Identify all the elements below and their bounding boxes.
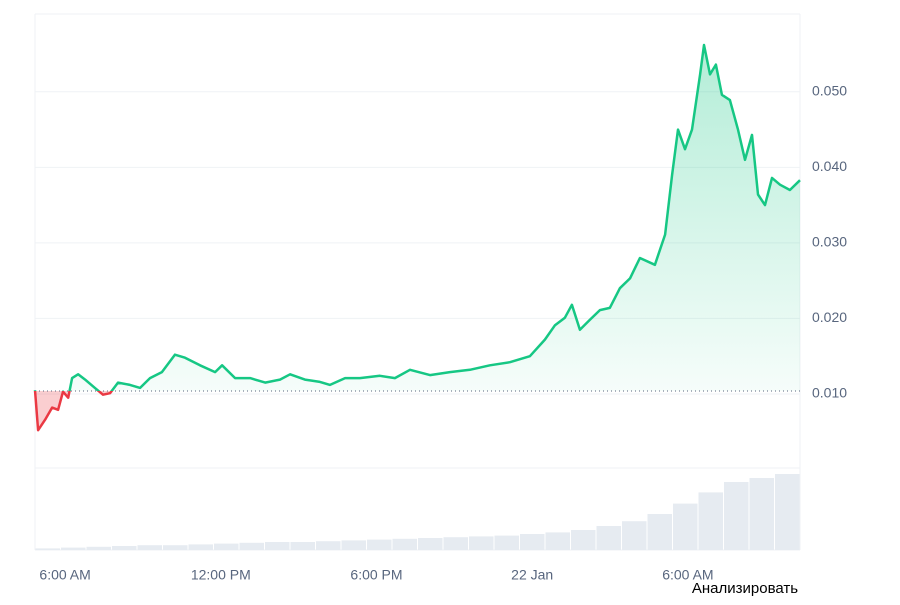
volume-bar xyxy=(749,478,774,550)
x-tick-label: 6:00 PM xyxy=(350,567,402,583)
volume-bar xyxy=(137,545,162,550)
volume-bar xyxy=(392,538,417,550)
volume-bar xyxy=(214,543,239,550)
volume-bar xyxy=(418,538,443,550)
volume-bar xyxy=(622,521,647,550)
volume-bar xyxy=(341,540,366,550)
x-tick-label: 6:00 AM xyxy=(662,567,713,583)
y-tick-label: 0.050 xyxy=(812,83,847,99)
analyze-button[interactable]: Анализировать xyxy=(692,580,798,597)
volume-bar xyxy=(367,539,392,550)
volume-bar xyxy=(316,541,341,550)
y-tick-label: 0.020 xyxy=(812,309,847,325)
volume-bar xyxy=(188,544,213,550)
volume-bar xyxy=(443,537,468,550)
volume-bar xyxy=(163,545,188,550)
price-line xyxy=(33,43,801,432)
volume-bar xyxy=(86,546,111,550)
volume-bar xyxy=(35,548,60,550)
volume-bar xyxy=(724,482,749,550)
x-tick-label: 6:00 AM xyxy=(39,567,90,583)
volume-bar xyxy=(265,542,290,550)
volume-bar xyxy=(290,542,315,550)
volume-bar xyxy=(469,536,494,550)
volume-bar xyxy=(647,514,672,550)
volume-bar xyxy=(596,526,621,550)
volume-bar xyxy=(112,546,137,550)
volume-bar xyxy=(494,535,519,550)
volume-bar xyxy=(775,474,800,550)
y-tick-label: 0.010 xyxy=(812,385,847,401)
volume-bar xyxy=(545,532,570,550)
volume-bar xyxy=(571,530,596,550)
price-area xyxy=(35,45,800,431)
volume-bar xyxy=(61,547,86,550)
volume-bar xyxy=(239,542,264,550)
y-tick-label: 0.030 xyxy=(812,234,847,250)
x-tick-label: 22 Jan xyxy=(511,567,553,583)
y-tick-label: 0.040 xyxy=(812,158,847,174)
volume-bar xyxy=(520,534,545,550)
volume-bar xyxy=(698,492,723,550)
volume-bar xyxy=(673,503,698,550)
x-tick-label: 12:00 PM xyxy=(191,567,251,583)
